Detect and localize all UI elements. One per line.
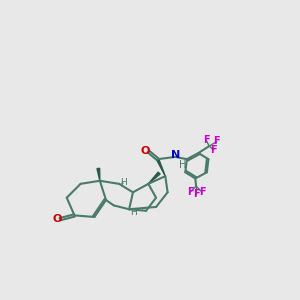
Text: F: F [211, 145, 217, 155]
Text: F: F [214, 136, 220, 146]
Text: H: H [120, 178, 127, 187]
Text: N: N [172, 150, 181, 160]
Text: F: F [193, 189, 200, 199]
Text: F: F [199, 187, 206, 197]
Text: H: H [130, 208, 137, 217]
Text: F: F [187, 187, 193, 197]
Polygon shape [97, 168, 100, 181]
Text: O: O [53, 214, 62, 224]
Polygon shape [148, 172, 160, 184]
Text: H: H [178, 160, 186, 170]
Text: O: O [141, 146, 150, 156]
Polygon shape [157, 159, 165, 176]
Text: F: F [203, 135, 209, 145]
